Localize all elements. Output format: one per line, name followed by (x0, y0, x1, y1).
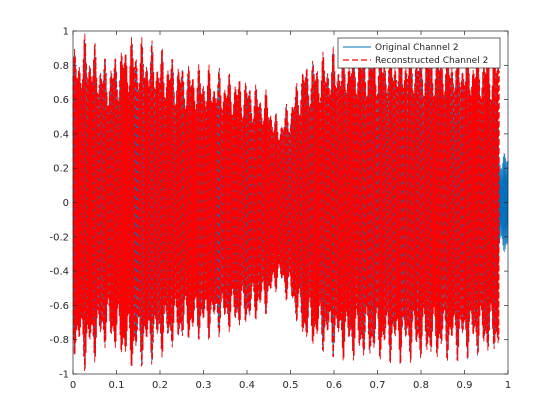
y-tick-label: -1 (59, 370, 69, 381)
x-tick-label: 0 (70, 380, 76, 391)
y-tick-label: 1 (63, 27, 69, 38)
legend-label-reconstructed: Reconstructed Channel 2 (375, 56, 488, 66)
y-tick-label: -0.4 (49, 267, 69, 278)
series-line-reconstructed (72, 33, 500, 371)
x-tick-label: 0.5 (283, 380, 299, 391)
y-tick-label: 0 (63, 198, 69, 209)
y-tick-label: 0.8 (53, 61, 69, 72)
x-tick-label: 0.6 (326, 380, 342, 391)
x-tick-label: 0.1 (109, 380, 125, 391)
legend-box (337, 37, 501, 69)
legend-label-original: Original Channel 2 (375, 43, 459, 53)
x-tick-label: 0.2 (152, 380, 168, 391)
x-tick-label: 0.9 (457, 380, 473, 391)
x-tick-label: 1 (505, 380, 511, 391)
x-tick-label: 0.7 (370, 380, 386, 391)
y-tick-label: -0.8 (49, 335, 69, 346)
y-tick-label: 0.4 (53, 129, 69, 140)
series-layer (72, 33, 509, 371)
y-tick-label: 0.6 (53, 95, 69, 106)
y-tick-label: 0.2 (53, 164, 69, 175)
x-axis: 0 0.1 0.2 0.3 0.4 0.5 0.6 0.7 0.8 0.9 1 (70, 31, 511, 391)
x-tick-label: 0.4 (239, 380, 255, 391)
legend: Original Channel 2 Reconstructed Channel… (337, 37, 501, 69)
y-tick-label: -0.2 (49, 232, 69, 243)
x-tick-label: 0.3 (196, 380, 212, 391)
x-tick-label: 0.8 (413, 380, 429, 391)
y-axis: -1 -0.8 -0.6 -0.4 -0.2 0 0.2 0.4 0.6 0.8 1 (49, 27, 508, 381)
y-tick-label: -0.6 (49, 301, 69, 312)
